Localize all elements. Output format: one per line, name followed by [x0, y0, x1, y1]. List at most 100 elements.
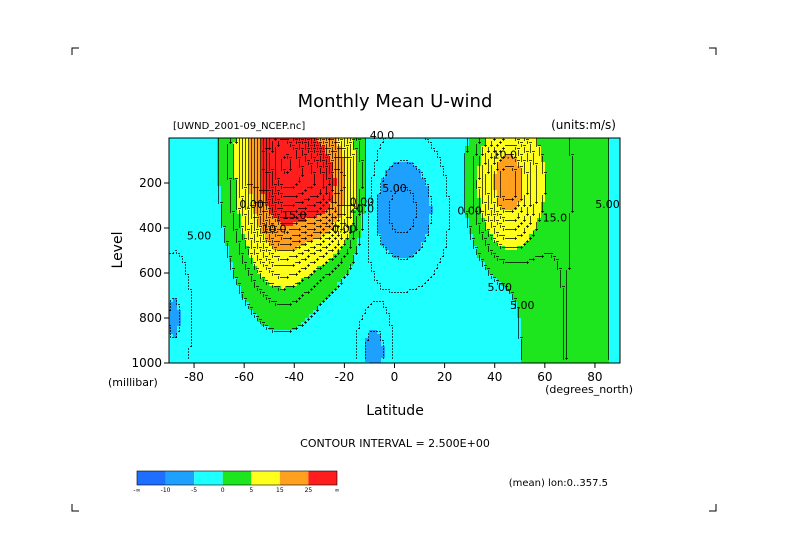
contour-cell — [393, 166, 398, 171]
contour-cell — [233, 330, 238, 335]
contour-cell — [173, 142, 178, 147]
contour-cell — [337, 170, 342, 175]
contour-cell — [409, 178, 414, 183]
contour-cell — [293, 218, 298, 223]
contour-cell — [421, 234, 426, 239]
contour-cell — [393, 142, 398, 147]
contour-cell — [389, 174, 394, 179]
contour-cell — [301, 138, 306, 143]
contour-cell — [265, 214, 270, 219]
contour-cell — [181, 262, 186, 267]
contour-cell — [497, 162, 502, 167]
contour-cell — [233, 282, 238, 287]
contour-cell — [509, 282, 514, 287]
contour-cell — [373, 146, 378, 151]
contour-cell — [393, 330, 398, 335]
contour-cell — [197, 258, 202, 263]
contour-cell — [317, 182, 322, 187]
contour-cell — [185, 294, 190, 299]
contour-cell — [405, 250, 410, 255]
contour-cell — [225, 194, 230, 199]
contour-cell — [465, 262, 470, 267]
contour-cell — [385, 342, 390, 347]
contour-cell — [313, 138, 318, 143]
contour-cell — [473, 174, 478, 179]
contour-cell — [341, 154, 346, 159]
contour-cell — [421, 350, 426, 355]
contour-cell — [437, 278, 442, 283]
contour-cell — [505, 266, 510, 271]
contour-cell — [193, 346, 198, 351]
contour-cell — [269, 186, 274, 191]
contour-cell — [185, 230, 190, 235]
contour-cell — [221, 246, 226, 251]
contour-cell — [217, 158, 222, 163]
contour-cell — [257, 354, 262, 359]
contour-cell — [189, 226, 194, 231]
contour-cell — [389, 242, 394, 247]
contour-cell — [257, 286, 262, 291]
contour-cell — [493, 218, 498, 223]
contour-cell — [333, 234, 338, 239]
contour-cell — [341, 138, 346, 143]
contour-cell — [325, 170, 330, 175]
contour-cell — [465, 194, 470, 199]
contour-cell — [197, 326, 202, 331]
contour-cell — [409, 166, 414, 171]
contour-cell — [337, 174, 342, 179]
contour-cell — [405, 206, 410, 211]
contour-cell — [397, 326, 402, 331]
contour-cell — [413, 166, 418, 171]
contour-cell — [461, 338, 466, 343]
contour-cell — [297, 338, 302, 343]
contour-cell — [217, 302, 222, 307]
contour-cell — [257, 250, 262, 255]
contour-cell — [181, 310, 186, 315]
contour-cell — [257, 290, 262, 295]
contour-cell — [505, 330, 510, 335]
contour-cell — [473, 150, 478, 155]
contour-cell — [225, 322, 230, 327]
contour-cell — [185, 146, 190, 151]
contour-cell — [297, 230, 302, 235]
contour-cell — [465, 254, 470, 259]
contour-cell — [513, 350, 518, 355]
contour-cell — [225, 230, 230, 235]
contour-cell — [313, 226, 318, 231]
contour-cell — [177, 330, 182, 335]
contour-cell — [277, 318, 282, 323]
contour-cell — [493, 254, 498, 259]
contour-cell — [509, 206, 514, 211]
contour-cell — [489, 314, 494, 319]
contour-cell — [201, 282, 206, 287]
contour-cell — [469, 166, 474, 171]
contour-cell — [409, 174, 414, 179]
contour-cell — [205, 246, 210, 251]
contour-cell — [385, 322, 390, 327]
contour-cell — [313, 270, 318, 275]
contour-cell — [237, 226, 242, 231]
contour-cell — [317, 238, 322, 243]
contour-cell — [501, 286, 506, 291]
contour-cell — [181, 246, 186, 251]
contour-cell — [413, 206, 418, 211]
contour-cell — [229, 142, 234, 147]
contour-cell — [365, 278, 370, 283]
contour-cell — [233, 182, 238, 187]
contour-cell — [277, 234, 282, 239]
contour-cell — [245, 158, 250, 163]
contour-cell — [237, 318, 242, 323]
contour-cell — [505, 206, 510, 211]
contour-cell — [413, 286, 418, 291]
contour-cell — [485, 174, 490, 179]
contour-cell — [329, 314, 334, 319]
contour-cell — [177, 242, 182, 247]
contour-cell — [281, 250, 286, 255]
contour-cell — [281, 218, 286, 223]
contour-cell — [497, 270, 502, 275]
contour-cell — [329, 186, 334, 191]
contour-cell — [377, 158, 382, 163]
contour-cell — [453, 334, 458, 339]
contour-cell — [329, 246, 334, 251]
contour-cell — [389, 214, 394, 219]
